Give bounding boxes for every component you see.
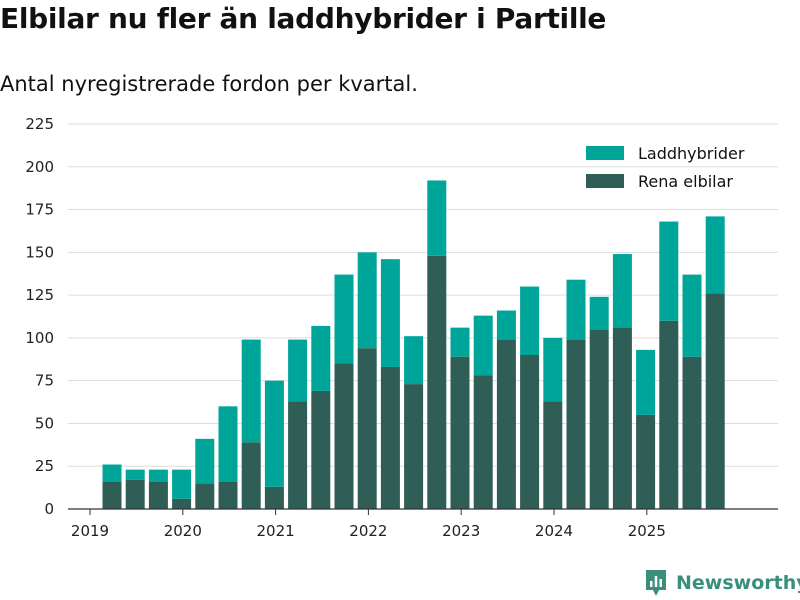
- bar-laddhybrider-9: [311, 325, 331, 391]
- y-tick-label: 50: [35, 414, 54, 432]
- bar-rena-elbilar-25: [682, 356, 702, 509]
- bar-rena-elbilar-17: [496, 339, 516, 509]
- bar-laddhybrider-15: [450, 327, 470, 357]
- bar-rena-elbilar-4: [195, 483, 215, 509]
- bar-rena-elbilar-18: [520, 355, 540, 509]
- bar-laddhybrider-26: [705, 216, 725, 294]
- bar-rena-elbilar-6: [241, 442, 261, 509]
- bar-rena-elbilar-9: [311, 390, 331, 509]
- bar-laddhybrider-2: [148, 469, 168, 482]
- bar-laddhybrider-7: [264, 380, 284, 487]
- x-tick-label: 2023: [442, 522, 480, 540]
- x-tick-label: 2020: [164, 522, 202, 540]
- y-tick-label: 175: [25, 201, 54, 219]
- y-tick-label: 225: [25, 115, 54, 133]
- bar-laddhybrider-0: [102, 464, 122, 482]
- bar-rena-elbilar-13: [404, 384, 424, 509]
- bar-rena-elbilar-22: [612, 327, 632, 509]
- bar-laddhybrider-21: [589, 296, 609, 330]
- bar-laddhybrider-16: [473, 315, 493, 376]
- bar-rena-elbilar-14: [427, 255, 447, 509]
- bar-rena-elbilar-2: [148, 481, 168, 509]
- bar-laddhybrider-1: [125, 469, 145, 480]
- x-tick-label: 2025: [628, 522, 666, 540]
- bar-rena-elbilar-7: [264, 486, 284, 509]
- bar-rena-elbilar-3: [172, 498, 192, 509]
- bar-rena-elbilar-24: [659, 320, 679, 509]
- bar-laddhybrider-17: [496, 310, 516, 340]
- y-tick-label: 150: [25, 243, 54, 261]
- bar-rena-elbilar-8: [288, 401, 308, 509]
- bar-laddhybrider-6: [241, 339, 261, 443]
- bar-rena-elbilar-15: [450, 356, 470, 509]
- bar-rena-elbilar-5: [218, 481, 238, 509]
- bar-laddhybrider-24: [659, 221, 679, 321]
- bar-laddhybrider-10: [334, 274, 354, 364]
- bar-laddhybrider-5: [218, 406, 238, 482]
- bar-rena-elbilar-11: [357, 348, 377, 509]
- bar-laddhybrider-8: [288, 339, 308, 402]
- bar-laddhybrider-14: [427, 180, 447, 256]
- bar-rena-elbilar-12: [380, 366, 400, 509]
- x-tick-label: 2024: [535, 522, 573, 540]
- x-tick-label: 2021: [257, 522, 295, 540]
- bar-laddhybrider-23: [636, 349, 656, 415]
- bar-laddhybrider-18: [520, 286, 540, 355]
- bar-rena-elbilar-26: [705, 293, 725, 509]
- y-tick-label: 0: [44, 500, 54, 518]
- y-tick-label: 25: [35, 457, 54, 475]
- bar-rena-elbilar-10: [334, 363, 354, 509]
- bar-laddhybrider-11: [357, 252, 377, 349]
- bar-rena-elbilar-0: [102, 481, 122, 509]
- legend-label-rena-elbilar: Rena elbilar: [638, 172, 733, 191]
- chart-subtitle: Antal nyregistrerade fordon per kvartal.: [0, 72, 418, 96]
- newsworthy-logo-icon: [646, 570, 666, 596]
- bar-laddhybrider-3: [172, 469, 192, 499]
- x-tick-label: 2019: [71, 522, 109, 540]
- x-tick-label: 2022: [349, 522, 387, 540]
- bar-rena-elbilar-23: [636, 414, 656, 509]
- legend-swatch-laddhybrider: [586, 146, 624, 160]
- bar-rena-elbilar-20: [566, 339, 586, 509]
- bar-rena-elbilar-19: [543, 401, 563, 509]
- chart-title: Elbilar nu fler än laddhybrider i Partil…: [0, 2, 607, 35]
- y-tick-label: 125: [25, 286, 54, 304]
- bar-laddhybrider-25: [682, 274, 702, 357]
- bar-laddhybrider-20: [566, 279, 586, 340]
- stacked-bar-chart: 0 25 50 75 100 125 150 175 200 225 2019 2020 2021 202…: [25, 115, 778, 540]
- bar-laddhybrider-12: [380, 259, 400, 367]
- bar-laddhybrider-13: [404, 336, 424, 385]
- y-tick-label: 100: [25, 329, 54, 347]
- bar-rena-elbilar-21: [589, 329, 609, 509]
- y-tick-label: 75: [35, 372, 54, 390]
- bar-laddhybrider-4: [195, 438, 215, 484]
- bar-rena-elbilar-16: [473, 375, 493, 509]
- y-tick-label: 200: [25, 158, 54, 176]
- bar-laddhybrider-22: [612, 254, 632, 328]
- brand-name: Newsworthy: [676, 572, 800, 594]
- bar-laddhybrider-19: [543, 337, 563, 402]
- legend-swatch-rena-elbilar: [586, 174, 624, 188]
- legend: Laddhybrider Rena elbilar: [586, 144, 745, 191]
- legend-label-laddhybrider: Laddhybrider: [638, 144, 745, 163]
- bar-rena-elbilar-1: [125, 479, 145, 509]
- brand-logo: Newsworthy: [644, 568, 800, 598]
